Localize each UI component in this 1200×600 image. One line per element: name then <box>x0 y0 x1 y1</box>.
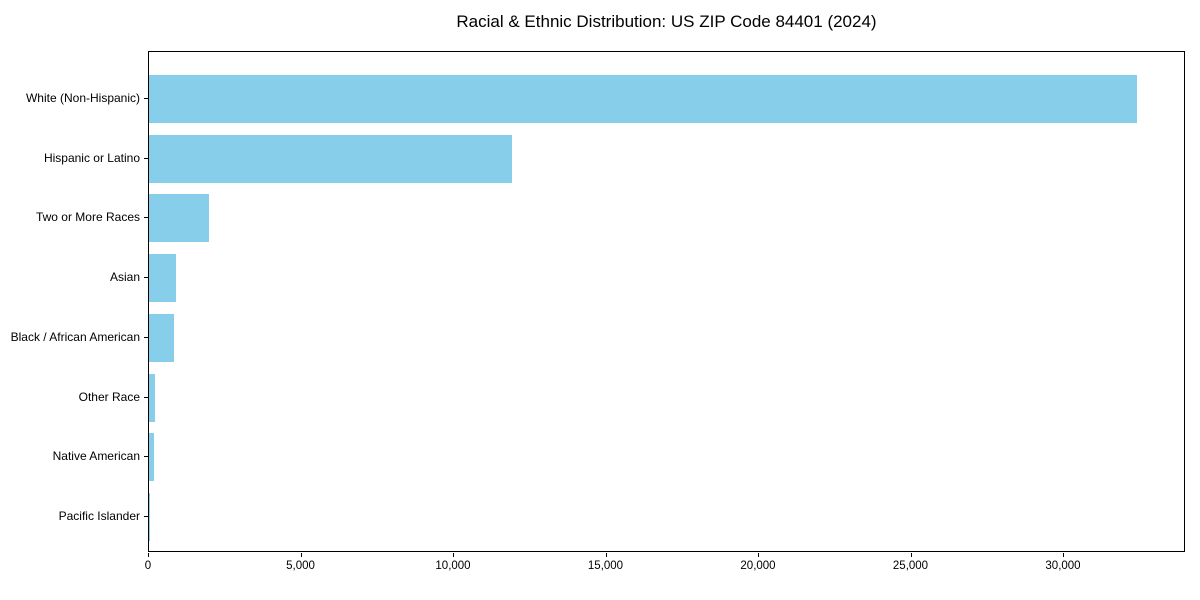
plot-area <box>148 51 1185 552</box>
x-tick-mark-2 <box>453 553 454 557</box>
x-tick-label-5: 25,000 <box>892 560 929 572</box>
y-tick-mark-4 <box>144 336 148 338</box>
y-tick-label-0: White (Non-Hispanic) <box>25 91 140 105</box>
x-tick-mark-3 <box>605 553 607 557</box>
y-tick-label-5: Other Race <box>78 389 140 404</box>
y-tick-mark-2 <box>144 217 148 219</box>
bar-6 <box>149 433 154 482</box>
x-tick-label-1: 5,000 <box>286 560 315 572</box>
bar-2 <box>149 194 210 243</box>
y-tick-label-4: Black / African American <box>10 329 140 344</box>
y-tick-label-6: Native American <box>52 449 140 464</box>
x-tick-mark-5 <box>910 553 912 557</box>
y-tick-mark-6 <box>144 456 148 458</box>
x-tick-label-6: 30,000 <box>1045 560 1081 572</box>
y-tick-label-7: Pacific Islander <box>58 508 140 523</box>
x-tick-label-4: 20,000 <box>740 560 776 572</box>
bar-3 <box>149 254 177 303</box>
bar-1 <box>149 134 512 183</box>
bar-0 <box>149 75 1138 123</box>
bar-4 <box>149 313 174 362</box>
y-tick-mark-3 <box>144 277 148 279</box>
x-tick-mark-6 <box>1063 553 1064 557</box>
y-tick-mark-7 <box>144 515 148 517</box>
x-tick-mark-0 <box>148 553 149 557</box>
x-tick-mark-4 <box>758 553 759 557</box>
y-tick-mark-0 <box>144 98 148 99</box>
y-tick-label-3: Asian <box>109 270 140 285</box>
bar-7 <box>149 492 151 541</box>
x-tick-label-3: 15,000 <box>587 560 624 572</box>
bar-5 <box>149 373 156 422</box>
x-tick-label-0: 0 <box>144 560 152 572</box>
chart-title: Racial & Ethnic Distribution: US ZIP Cod… <box>456 12 877 31</box>
y-tick-label-1: Hispanic or Latino <box>43 150 140 165</box>
y-tick-label-2: Two or More Races <box>35 210 140 225</box>
x-tick-mark-1 <box>300 553 302 557</box>
x-tick-label-2: 10,000 <box>435 560 471 572</box>
y-tick-mark-5 <box>144 396 148 398</box>
y-tick-mark-1 <box>144 157 148 159</box>
